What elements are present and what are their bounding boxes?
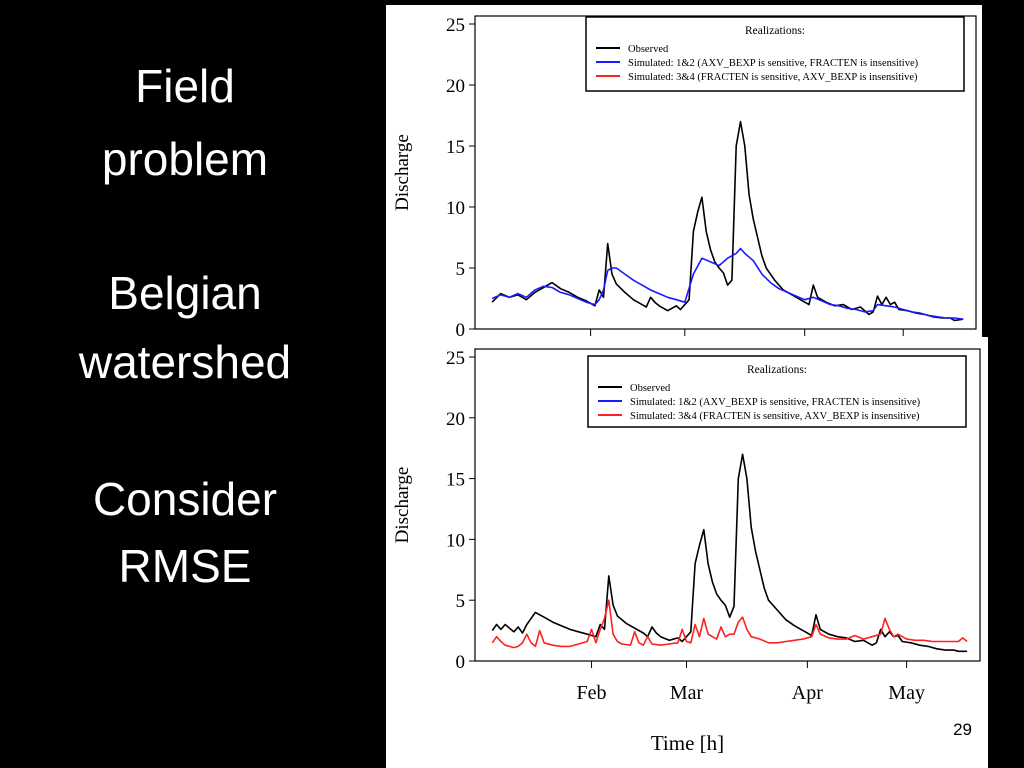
y-tick-label: 20	[446, 409, 465, 430]
legend-title: Realizations:	[747, 364, 807, 376]
legend-entry: Observed	[628, 44, 669, 55]
title-line-4: watershed	[78, 336, 292, 388]
legend-title: Realizations:	[745, 25, 805, 37]
series-line	[491, 599, 968, 649]
y-axis-label: Discharge	[392, 467, 413, 544]
series-line	[491, 120, 964, 322]
slide-number: 29	[953, 720, 972, 739]
discharge-chart-top: 0 5 10 15 20 25 Discharge Realizations: Observed…	[386, 5, 982, 337]
y-tick-label: 15	[446, 137, 465, 158]
legend-entry: Simulated: 3&4 (FRACTEN is sensitive, AX…	[630, 411, 920, 422]
y-tick-label: 0	[456, 320, 466, 337]
series-line	[491, 247, 964, 320]
title-line-2: problem	[101, 133, 269, 185]
y-tick-label: 5	[456, 591, 466, 612]
y-axis-label: Discharge	[392, 134, 413, 211]
legend-entry: Simulated: 1&2 (AXV_BEXP is sensitive, F…	[628, 58, 919, 69]
legend-box	[585, 16, 965, 92]
plot-frame	[474, 348, 981, 662]
y-tick-label: 10	[446, 198, 465, 219]
y-tick-label: 25	[446, 348, 465, 369]
legend-entry: Simulated: 1&2 (AXV_BEXP is sensitive, F…	[630, 397, 921, 408]
plot-frame	[474, 15, 977, 330]
y-tick-label: 5	[456, 259, 466, 280]
y-tick-label: 10	[446, 530, 465, 551]
y-tick-label: 20	[446, 76, 465, 97]
title-line-3: Belgian	[108, 267, 262, 319]
legend-entry: Observed	[630, 383, 671, 394]
y-tick-label: 25	[446, 15, 465, 36]
legend: Realizations: Observed Simulated: 1&2 (AXV…	[585, 16, 965, 92]
x-tick-label: Mar	[670, 682, 704, 704]
series-line	[491, 453, 968, 653]
title-line-5: Consider	[92, 473, 278, 525]
y-tick-label: 15	[446, 470, 465, 491]
x-tick-label: Feb	[577, 682, 607, 704]
title-line-1: Field	[135, 60, 235, 112]
x-axis-label: Time [h]	[651, 731, 724, 755]
title-line-6: RMSE	[118, 540, 252, 592]
y-tick-label: 0	[456, 652, 466, 673]
x-tick-label: Apr	[792, 682, 823, 704]
legend: Realizations: Observed Simulated: 1&2 (AXV…	[587, 355, 967, 428]
discharge-chart-bottom: 0 5 10 15 20 25 Discharge Feb Mar Apr May Time [h] R…	[386, 337, 988, 768]
slide-title-block: Field problem Belgian watershed Consider…	[0, 0, 370, 768]
legend-box	[587, 355, 967, 428]
x-tick-label: May	[888, 682, 925, 704]
legend-entry: Simulated: 3&4 (FRACTEN is sensitive, AX…	[628, 72, 918, 83]
